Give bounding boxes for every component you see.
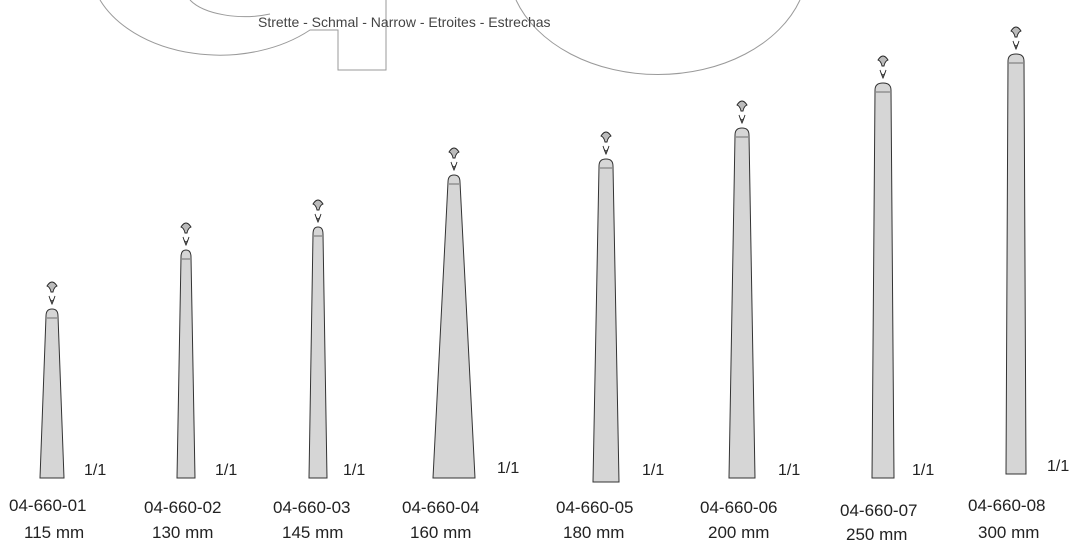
instrument-03 (308, 199, 328, 479)
product-code-06: 04-660-06 (700, 498, 778, 517)
product-size-01: 115 mm (24, 523, 85, 542)
watermark-logo (99, 0, 801, 75)
instrument-01 (39, 281, 65, 479)
product-size-06: 200 mm (708, 523, 770, 542)
scale-label-03: 1/1 (343, 462, 366, 479)
product-size-07: 250 mm (846, 525, 908, 544)
tip-profile-icon-05 (602, 145, 610, 156)
scale-label-05: 1/1 (642, 462, 665, 479)
product-code-04: 04-660-04 (402, 498, 480, 517)
product-size-08: 300 mm (978, 523, 1040, 542)
product-code-08: 04-660-08 (968, 496, 1046, 515)
product-size-02: 130 mm (152, 523, 214, 542)
tip-section-icon-05 (600, 131, 612, 143)
scale-label-01: 1/1 (84, 462, 107, 479)
instrument-02 (176, 222, 196, 479)
instrument-06 (728, 100, 756, 479)
product-size-04: 160 mm (410, 523, 472, 542)
product-code-05: 04-660-05 (556, 498, 634, 517)
tip-profile-icon-07 (879, 69, 887, 80)
product-size-05: 180 mm (563, 523, 625, 542)
tip-profile-icon-02 (182, 236, 190, 247)
instrument-shaft-07 (871, 82, 895, 479)
tip-profile-icon-04 (450, 161, 458, 172)
instrument-group (39, 26, 1027, 483)
instrument-05 (592, 131, 620, 483)
scale-label-04: 1/1 (497, 460, 520, 477)
tip-profile-icon-06 (738, 114, 746, 125)
scale-label-06: 1/1 (778, 462, 801, 479)
product-size-03: 145 mm (282, 523, 344, 542)
tip-section-icon-02 (180, 222, 192, 234)
tip-section-icon-03 (312, 199, 324, 211)
product-code-02: 04-660-02 (144, 498, 222, 517)
instrument-shaft-04 (432, 174, 476, 479)
tip-section-icon-06 (736, 100, 748, 112)
instrument-shaft-05 (592, 158, 620, 483)
tip-section-icon-07 (877, 55, 889, 67)
tip-section-icon-04 (448, 147, 460, 159)
scale-label-08: 1/1 (1047, 458, 1070, 475)
scale-label-02: 1/1 (215, 462, 238, 479)
instrument-shaft-01 (39, 308, 65, 479)
instrument-08 (1005, 26, 1027, 475)
product-code-03: 04-660-03 (273, 498, 351, 517)
instrument-07 (871, 55, 895, 479)
tip-profile-icon-03 (314, 213, 322, 224)
product-code-01: 04-660-01 (9, 496, 87, 515)
product-code-07: 04-660-07 (840, 501, 918, 520)
instrument-04 (432, 147, 476, 479)
instrument-shaft-03 (308, 226, 328, 479)
tip-section-icon-08 (1010, 26, 1022, 38)
subtitle-text: Strette - Schmal - Narrow - Etroites - E… (258, 14, 551, 30)
instrument-shaft-08 (1005, 53, 1027, 475)
tip-profile-icon-08 (1012, 40, 1020, 51)
tip-section-icon-01 (46, 281, 58, 293)
instrument-shaft-02 (176, 249, 196, 479)
scale-label-07: 1/1 (912, 462, 935, 479)
instrument-shaft-06 (728, 127, 756, 479)
tip-profile-icon-01 (48, 295, 56, 306)
